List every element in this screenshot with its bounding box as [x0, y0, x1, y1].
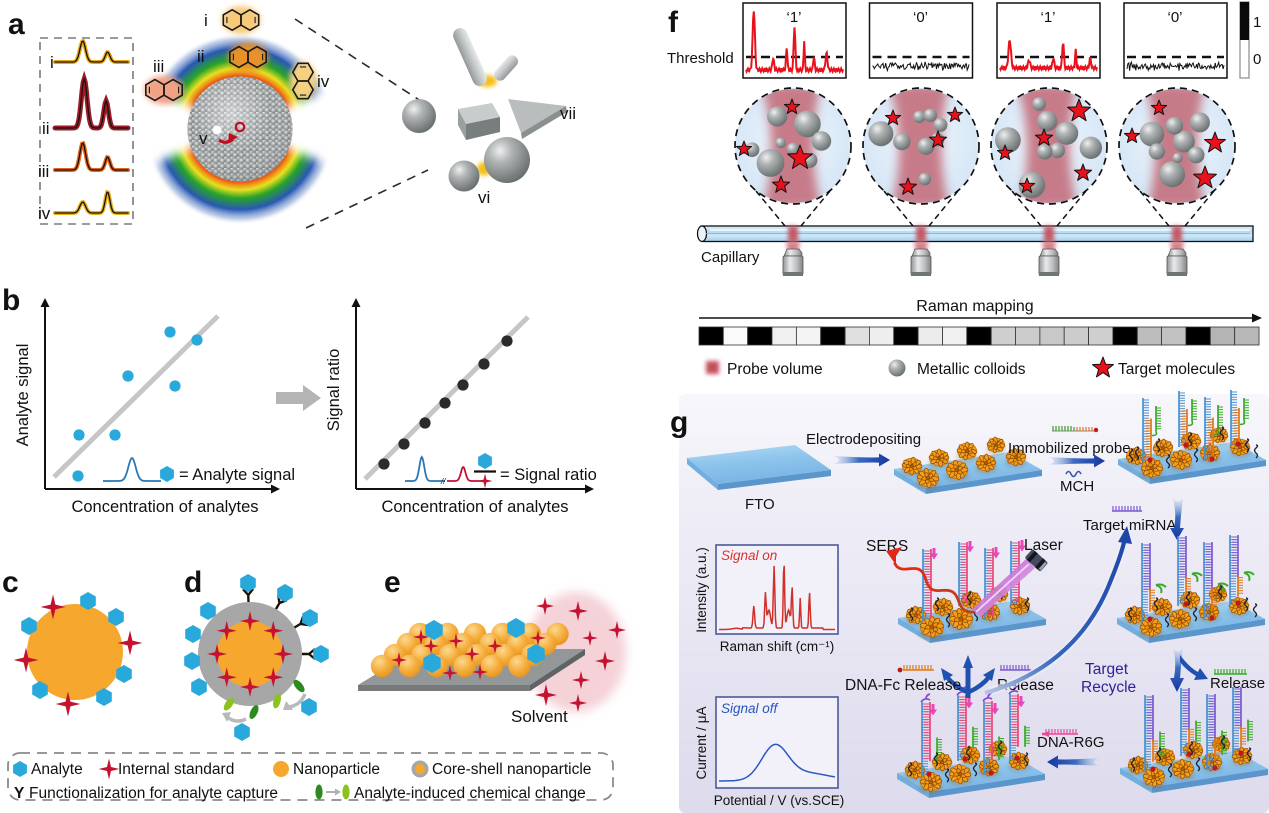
svg-text:g: g — [670, 406, 688, 439]
svg-text:Raman shift (cm⁻¹): Raman shift (cm⁻¹) — [720, 639, 834, 654]
svg-text:b: b — [2, 284, 20, 317]
svg-text:DNA-Fc Release: DNA-Fc Release — [845, 677, 961, 694]
svg-text:‘1’: ‘1’ — [786, 9, 801, 26]
svg-text:iii: iii — [38, 162, 49, 181]
svg-text:Target: Target — [1085, 661, 1129, 678]
svg-text:Laser: Laser — [1024, 537, 1063, 554]
svg-text:‘0’: ‘0’ — [913, 9, 928, 26]
svg-text:Concentration of analytes: Concentration of analytes — [381, 498, 568, 516]
svg-text:Internal standard: Internal standard — [118, 761, 234, 778]
svg-text:iv: iv — [317, 72, 330, 91]
svg-text:Concentration of analytes: Concentration of analytes — [71, 498, 258, 516]
svg-text:Metallic colloids: Metallic colloids — [917, 361, 1026, 378]
svg-text:‘0’: ‘0’ — [1167, 9, 1182, 26]
svg-text:iv: iv — [38, 204, 51, 223]
svg-text:e: e — [384, 566, 401, 599]
svg-text:= Signal ratio: = Signal ratio — [500, 466, 597, 484]
svg-text:DNA-R6G: DNA-R6G — [1037, 734, 1105, 751]
svg-text:Analyte-induced chemical chang: Analyte-induced chemical change — [354, 785, 586, 802]
svg-text:Current / μA: Current / μA — [694, 706, 709, 779]
svg-text:iii: iii — [153, 57, 164, 76]
svg-text:Functionalization for analyte: Functionalization for analyte capture — [29, 785, 278, 802]
svg-text:Immobilized probe: Immobilized probe — [1008, 440, 1131, 457]
svg-text:Target miRNA: Target miRNA — [1083, 517, 1176, 534]
svg-text:d: d — [184, 566, 202, 599]
svg-text:Signal on: Signal on — [721, 548, 777, 563]
svg-text:ii: ii — [197, 47, 205, 66]
svg-text:0: 0 — [1253, 51, 1261, 68]
svg-text:Target molecules: Target molecules — [1118, 361, 1235, 378]
svg-text:Analyte signal: Analyte signal — [14, 344, 32, 447]
svg-text:FTO: FTO — [745, 496, 775, 513]
svg-text:Solvent: Solvent — [511, 707, 568, 726]
svg-text:MCH: MCH — [1060, 478, 1094, 495]
svg-text:Core-shell nanoparticle: Core-shell nanoparticle — [432, 761, 591, 778]
svg-text:i: i — [204, 11, 208, 30]
svg-text:Intensity (a.u.): Intensity (a.u.) — [694, 547, 709, 633]
svg-text:Nanoparticle: Nanoparticle — [293, 761, 380, 778]
svg-text:Raman mapping: Raman mapping — [916, 298, 1033, 315]
svg-text:1: 1 — [1253, 14, 1261, 31]
svg-text:v: v — [199, 129, 208, 148]
svg-text:f: f — [668, 6, 679, 39]
svg-text:Y: Y — [14, 785, 25, 802]
svg-text:Signal off: Signal off — [721, 701, 779, 716]
svg-text:Capillary: Capillary — [701, 249, 760, 266]
svg-text://: // — [440, 477, 446, 486]
svg-text:= Analyte signal: = Analyte signal — [179, 466, 295, 484]
svg-text:Analyte: Analyte — [31, 761, 83, 778]
svg-text:vii: vii — [560, 104, 576, 123]
svg-text:Recycle: Recycle — [1081, 679, 1136, 696]
svg-text:ii: ii — [42, 119, 50, 138]
svg-text:Signal ratio: Signal ratio — [325, 349, 343, 432]
svg-text:i: i — [50, 53, 54, 72]
svg-text:vi: vi — [478, 188, 490, 207]
svg-text:Electrodepositing: Electrodepositing — [806, 431, 921, 448]
svg-text:‘1’: ‘1’ — [1040, 9, 1055, 26]
svg-text:c: c — [2, 566, 19, 599]
svg-text:Potential / V (vs.SCE): Potential / V (vs.SCE) — [714, 793, 845, 808]
svg-text:a: a — [8, 8, 25, 41]
svg-text:Release: Release — [1210, 675, 1265, 692]
svg-text:Threshold: Threshold — [667, 50, 734, 67]
svg-text:Probe volume: Probe volume — [727, 361, 823, 378]
